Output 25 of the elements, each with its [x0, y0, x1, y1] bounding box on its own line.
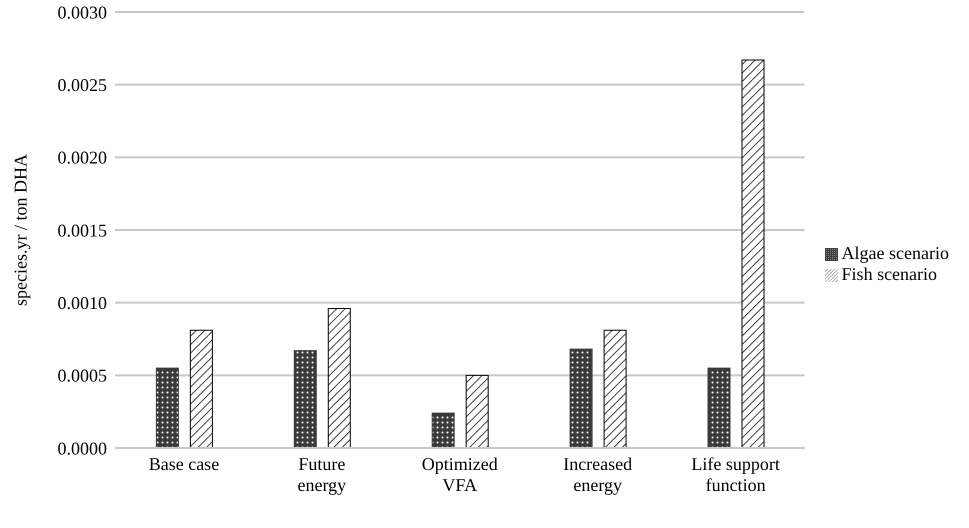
- bar: [742, 59, 765, 448]
- bar: [156, 368, 179, 448]
- x-tick-label: Life support function: [691, 454, 780, 495]
- bar: [570, 348, 593, 448]
- bar: [604, 330, 627, 448]
- y-axis-title: species.yr / ton DHA: [10, 154, 30, 306]
- bar: [294, 350, 317, 448]
- y-tick-label: 0.0020: [58, 148, 107, 168]
- bar: [432, 412, 455, 448]
- y-tick-label: 0.0015: [58, 220, 107, 240]
- y-tick-label: 0.0025: [58, 75, 107, 96]
- bar: [190, 330, 213, 448]
- y-tick-label: 0.0000: [58, 438, 107, 458]
- y-tick-label: 0.0005: [58, 366, 107, 386]
- x-tick-label: Future energy: [298, 454, 346, 495]
- bar: [328, 308, 351, 448]
- bar: [708, 368, 731, 448]
- bar: [466, 374, 489, 448]
- legend-label: Fish scenario: [842, 264, 938, 284]
- y-tick-label: 0.0030: [58, 2, 107, 22]
- x-tick-label: Optimized VFA: [422, 454, 498, 495]
- legend-label: Algae scenario: [842, 243, 949, 263]
- x-tick-label: Increased energy: [563, 454, 632, 495]
- y-tick-label: 0.0010: [58, 293, 107, 314]
- x-tick-label: Base case: [148, 454, 220, 474]
